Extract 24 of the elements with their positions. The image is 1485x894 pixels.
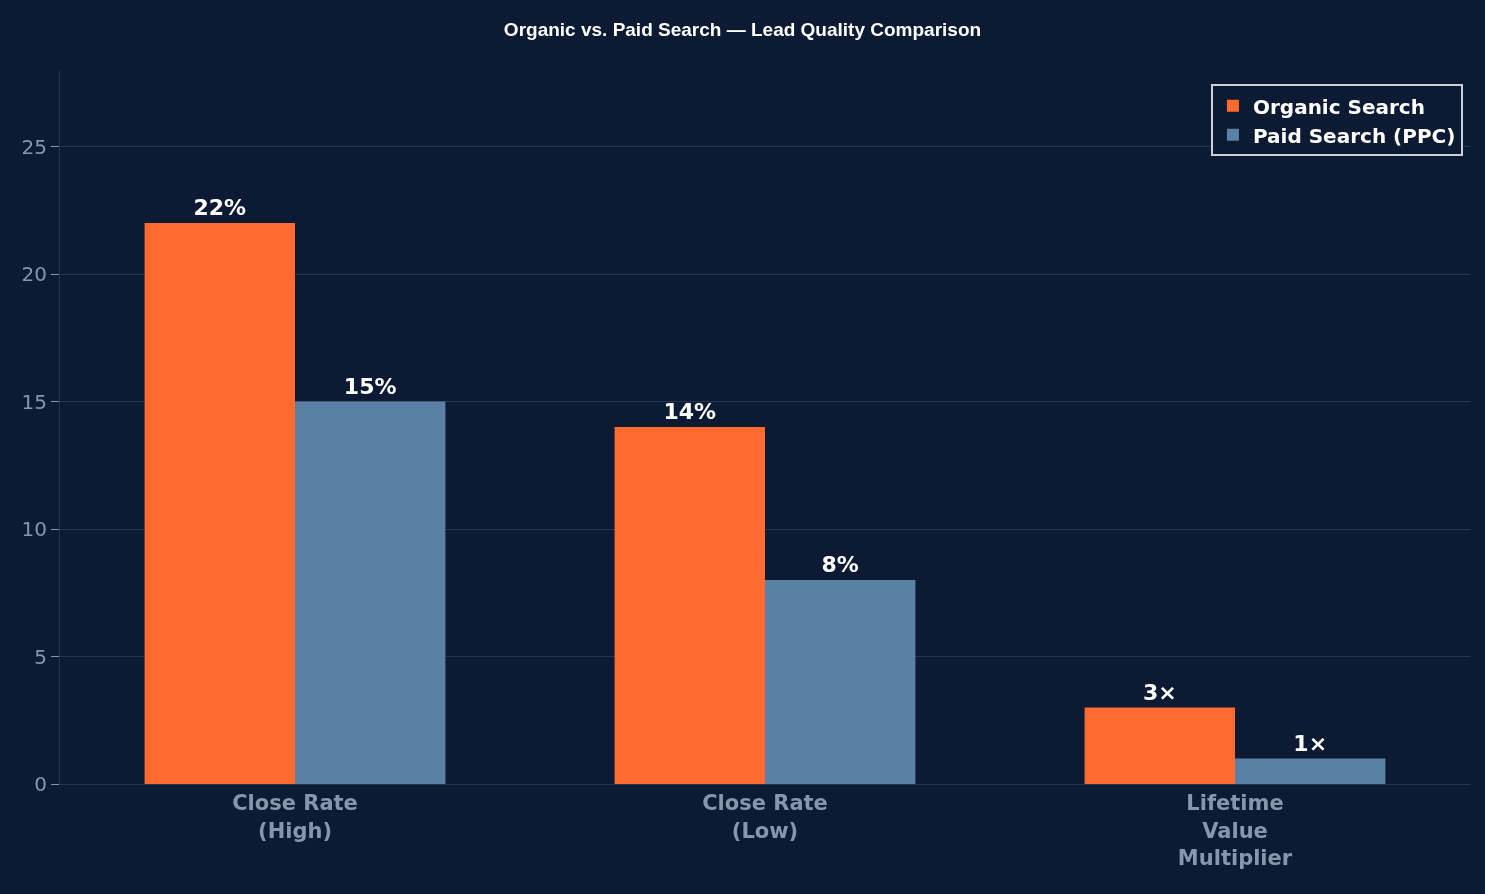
- data-label: 22%: [193, 195, 247, 220]
- x-tick-label: Close Rate (Low): [702, 791, 828, 843]
- data-label: 14%: [663, 399, 717, 424]
- legend-label: Paid Search (PPC): [1252, 123, 1456, 148]
- y-tick-label: 20: [21, 262, 47, 286]
- bar: [295, 401, 446, 784]
- y-tick-label: 15: [21, 389, 47, 414]
- bar: [1084, 707, 1235, 784]
- data-label: 8%: [821, 552, 859, 577]
- bar: [144, 223, 295, 784]
- data-label: 1×: [1293, 730, 1328, 756]
- y-tick-label: 25: [21, 134, 47, 159]
- bar: [614, 427, 765, 784]
- data-label: 15%: [343, 373, 397, 399]
- bar: [1235, 758, 1386, 784]
- x-tick-label: Lifetime Value Multiplier: [1177, 791, 1293, 870]
- bar: [765, 580, 916, 784]
- legend-label: Organic Search: [1252, 94, 1425, 119]
- y-tick-label: 5: [34, 644, 47, 669]
- y-tick-label: 10: [21, 517, 47, 541]
- data-label: 3×: [1142, 679, 1177, 705]
- x-tick-label: Close Rate (High): [232, 791, 358, 843]
- chart-title: Organic vs. Paid Search — Lead Quality Comparison: [503, 18, 982, 40]
- y-tick-label: 0: [34, 772, 47, 796]
